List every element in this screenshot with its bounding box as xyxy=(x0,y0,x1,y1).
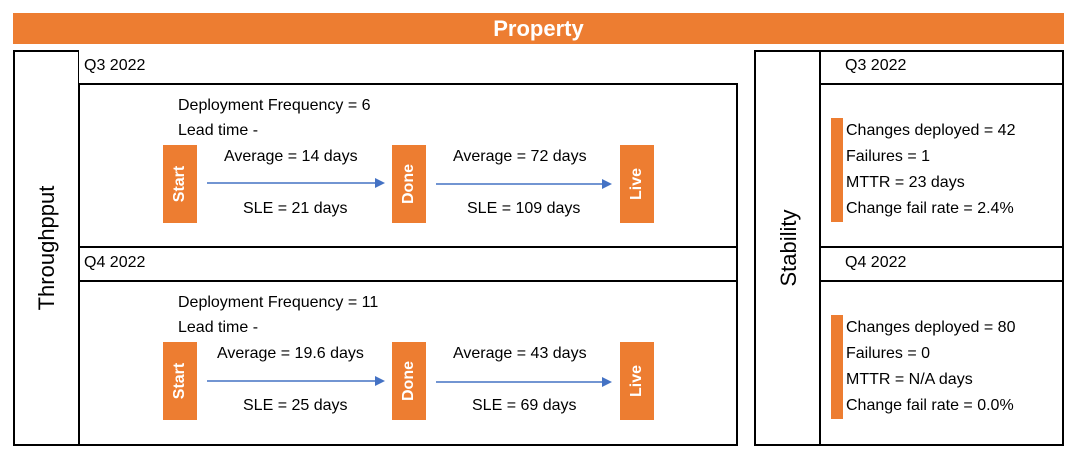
throughput-q4-done-live-average: Average = 43 days xyxy=(453,345,587,362)
throughput-q4-done-live-sle: SLE = 69 days xyxy=(472,397,577,414)
throughput-q3-start-done-average: Average = 14 days xyxy=(224,148,358,165)
stability-q4-accent-bar xyxy=(831,315,843,419)
throughput-q4-start-done-sle: SLE = 25 days xyxy=(243,397,348,414)
stability-panel xyxy=(754,50,1064,446)
throughput-q3-period: Q3 2022 xyxy=(84,57,146,74)
throughput-label: Throughpput xyxy=(34,185,59,311)
throughput-q4-start-done-average: Average = 19.6 days xyxy=(217,345,364,362)
throughput-label-column xyxy=(13,50,80,446)
throughput-q4-stage-start: Start xyxy=(163,342,197,420)
throughput-q4-deployment-frequency: Deployment Frequency = 11 xyxy=(178,294,379,311)
throughput-q3-arrow-done-live xyxy=(436,179,612,189)
stability-q3-mttr: MTTR = 23 days xyxy=(846,174,965,191)
stability-q4-header: Q4 2022 xyxy=(820,248,1064,282)
page-title: Property xyxy=(13,13,1064,44)
stability-q4-failures: Failures = 0 xyxy=(846,345,931,362)
stability-label-column xyxy=(754,50,821,446)
throughput-q3-stage-live: Live xyxy=(620,145,654,223)
stability-q3-period: Q3 2022 xyxy=(845,57,907,74)
stability-q3-failures: Failures = 1 xyxy=(846,148,931,165)
throughput-q3-done-live-average: Average = 72 days xyxy=(453,148,587,165)
stability-q4-change-fail-rate: Change fail rate = 0.0% xyxy=(846,397,1014,414)
throughput-q3-stage-done: Done xyxy=(392,145,426,223)
throughput-q3-body xyxy=(79,84,738,248)
throughput-q4-stage-live: Live xyxy=(620,342,654,420)
throughput-q4-stage-done: Done xyxy=(392,342,426,420)
stability-q3-body xyxy=(820,84,1064,248)
stability-q4-mttr: MTTR = N/A days xyxy=(846,371,973,388)
throughput-q4-arrow-start-done xyxy=(207,376,385,386)
stability-q3-header: Q3 2022 xyxy=(820,50,1064,85)
stability-q3-changes-deployed: Changes deployed = 42 xyxy=(846,122,1016,139)
throughput-q4-header: Q4 2022 xyxy=(79,248,738,282)
throughput-q3-header: Q3 2022 xyxy=(79,50,738,85)
throughput-q4-arrow-done-live xyxy=(436,377,612,387)
stability-q4-changes-deployed: Changes deployed = 80 xyxy=(846,319,1016,336)
stability-q3-change-fail-rate: Change fail rate = 2.4% xyxy=(846,200,1014,217)
throughput-q3-done-live-sle: SLE = 109 days xyxy=(467,200,581,217)
throughput-q3-start-done-sle: SLE = 21 days xyxy=(243,200,348,217)
stability-label: Stability xyxy=(776,209,801,287)
stability-q3-accent-bar xyxy=(831,118,843,222)
throughput-q3-lead-time: Lead time - xyxy=(178,122,259,139)
throughput-q3-arrow-start-done xyxy=(207,178,385,188)
throughput-q3-stage-start: Start xyxy=(163,145,197,223)
throughput-q4-period: Q4 2022 xyxy=(84,254,146,271)
throughput-q3-deployment-frequency: Deployment Frequency = 6 xyxy=(178,97,371,114)
throughput-q4-lead-time: Lead time - xyxy=(178,319,259,336)
stability-q4-period: Q4 2022 xyxy=(845,254,907,271)
